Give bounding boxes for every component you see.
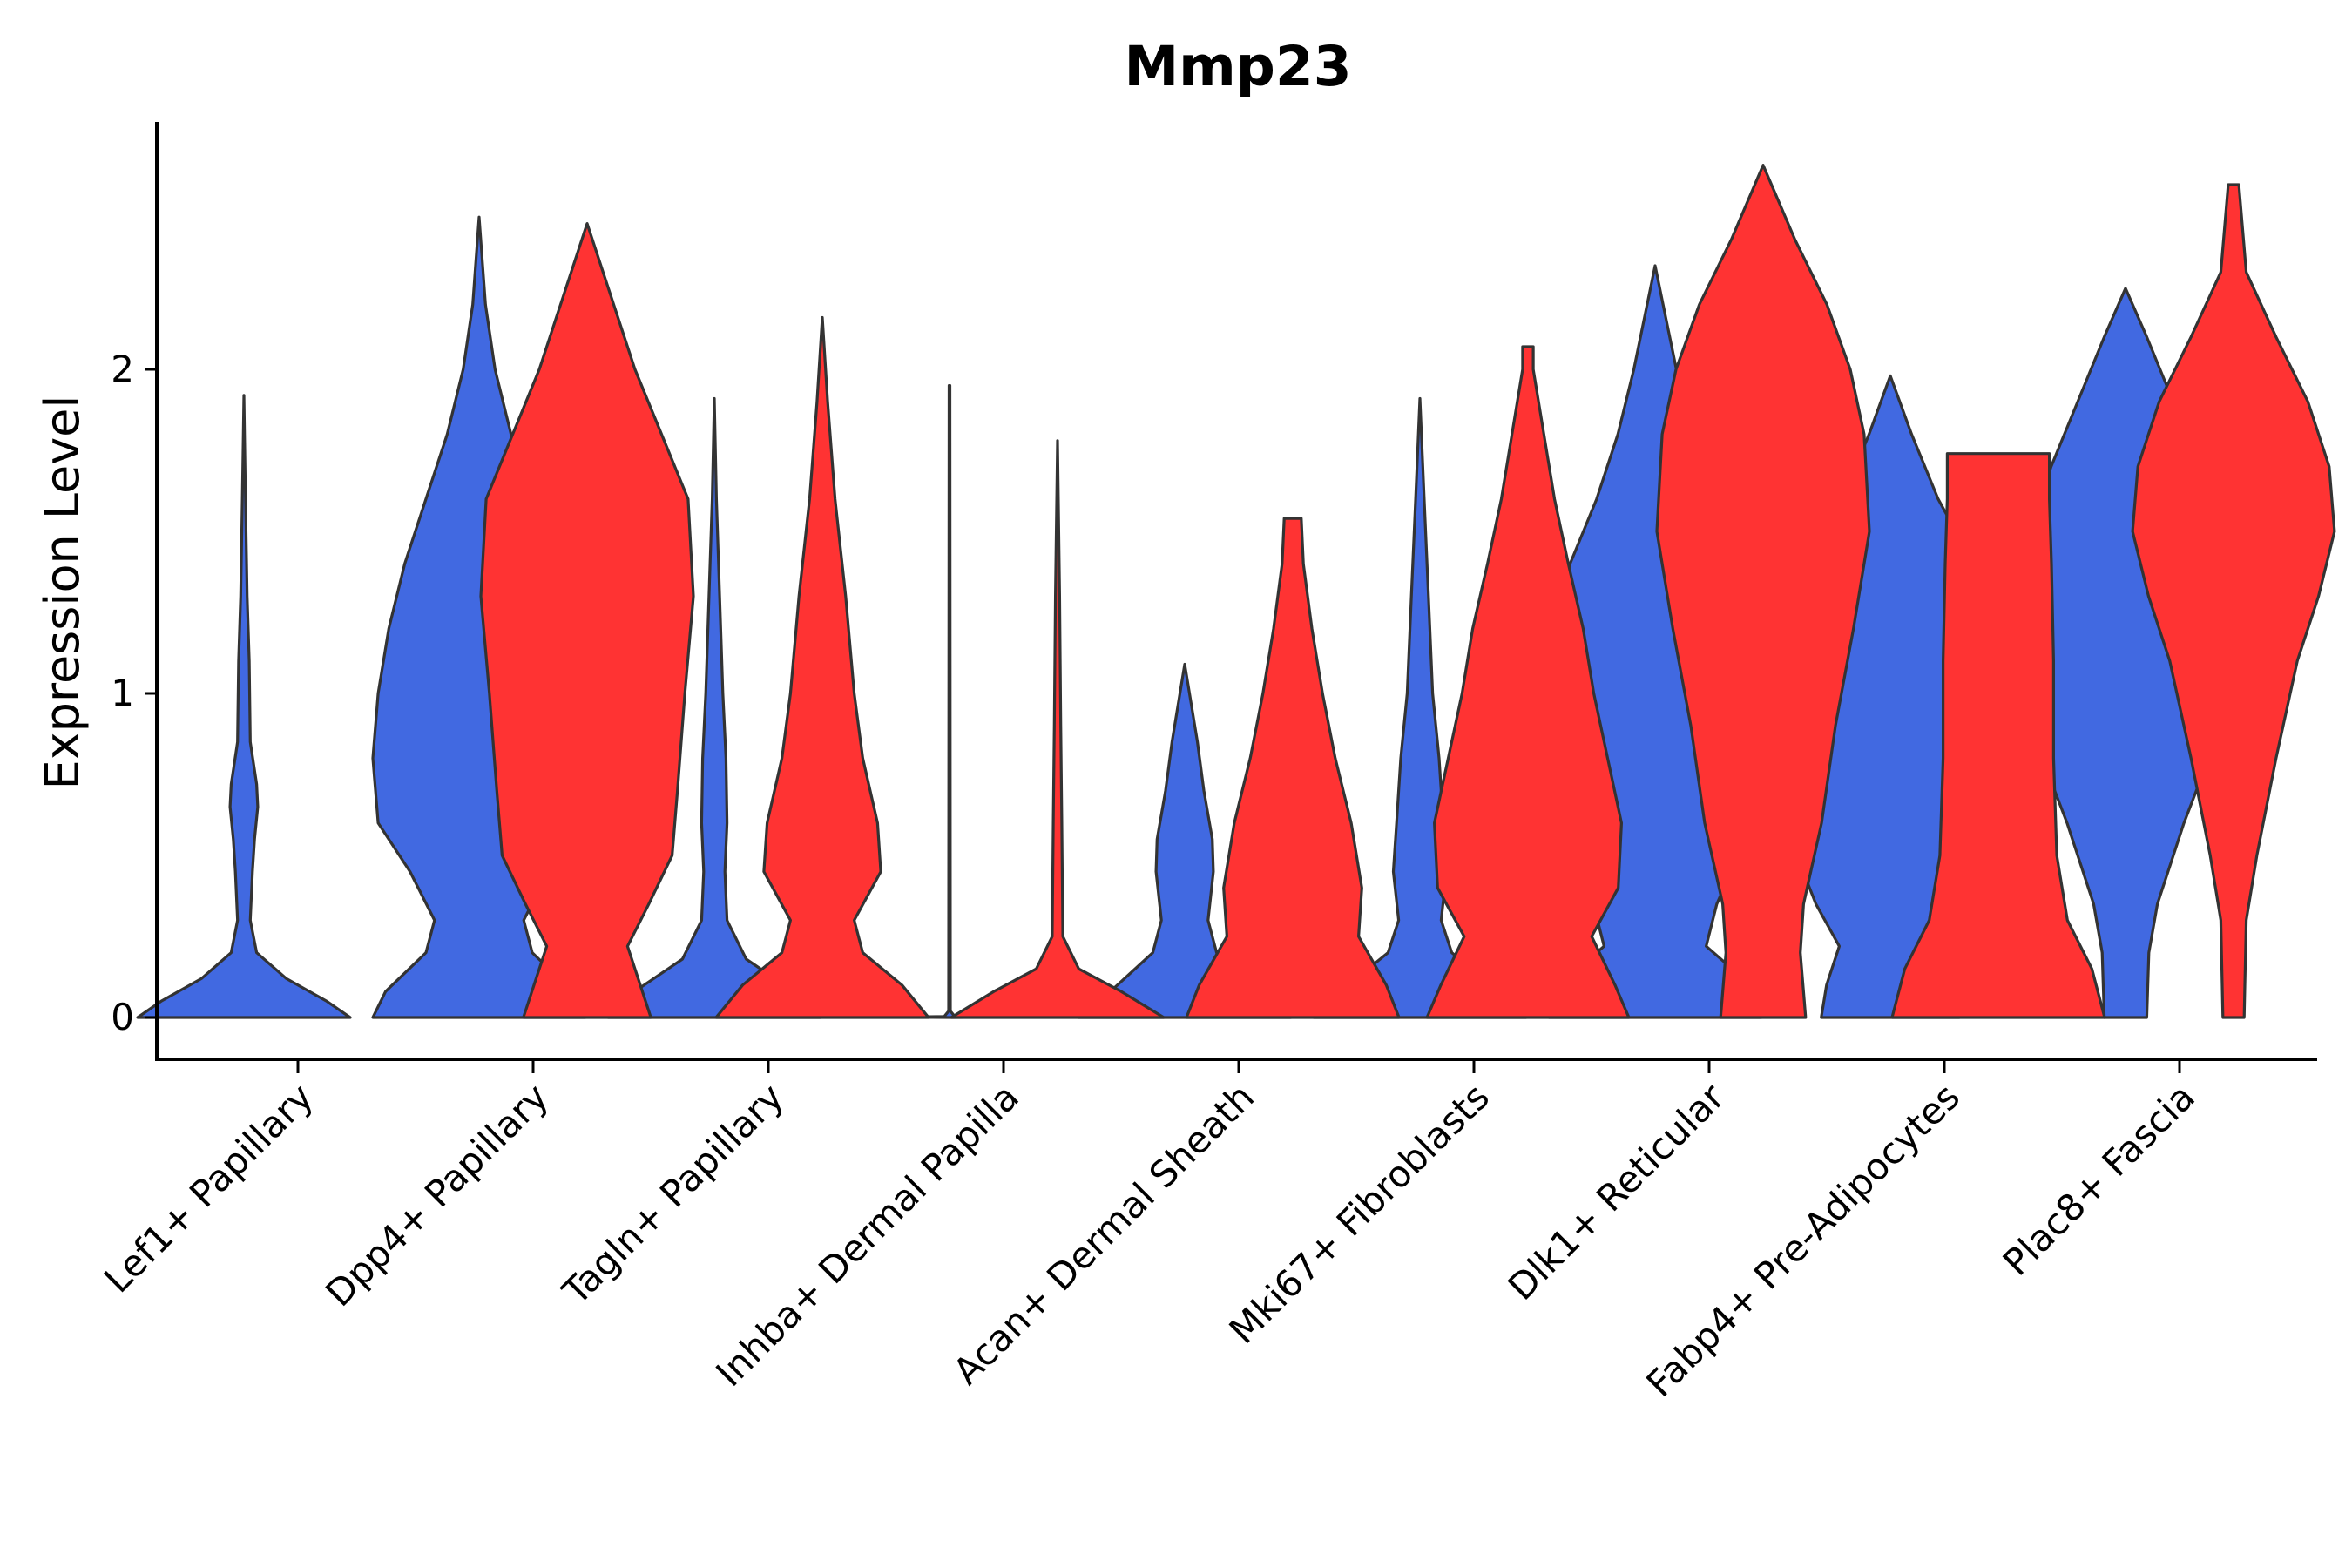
x-tick-label-lef1-papillary: Lef1+ Papillary	[96, 1075, 321, 1301]
violin-inhba-dermal-papilla-group-2	[950, 439, 1166, 1019]
y-axis-label: Expression Level	[35, 395, 90, 790]
chart-title: Mmp23	[1124, 35, 1351, 98]
x-tick-label-dlk1-reticular: Dlk1+ Reticular	[1500, 1075, 1734, 1308]
x-tick-label-dpp4-papillary: Dpp4+ Papillary	[317, 1075, 557, 1315]
violin-acan-dermal-sheath-group-2	[1185, 517, 1401, 1019]
y-tick-label: 0	[111, 996, 134, 1038]
y-axis-ticks: 0 1 2	[111, 348, 157, 1038]
violin-fabp4-pre-adipocytes-group-2	[1890, 452, 2106, 1019]
y-tick-label: 2	[111, 348, 134, 390]
violin-dpp4-papillary-group-2	[479, 222, 695, 1019]
violin-tagln-papillary-group-2	[714, 315, 930, 1019]
violin-dlk1-reticular-group-2	[1655, 164, 1871, 1019]
violin-tagln-papillary-group-1	[606, 396, 822, 1019]
x-tick-label-mki67-fibroblasts: Mki67+ Fibroblasts	[1221, 1075, 1497, 1351]
x-tick-label-plac8-fascia: Plac8+ Fascia	[1995, 1075, 2203, 1283]
violin-acan-dermal-sheath-group-1	[1077, 662, 1293, 1019]
y-tick-label: 1	[111, 672, 134, 714]
x-tick-label-tagln-papillary: Tagln+ Papillary	[554, 1075, 792, 1313]
violin-plac8-fascia-group-2	[2131, 183, 2336, 1019]
violin-mki67-fibroblasts-group-2	[1425, 345, 1631, 1019]
violin-lef1-papillary-group-1	[136, 394, 352, 1019]
violin-layer	[136, 164, 2336, 1019]
violin-inhba-dermal-papilla-group-1	[895, 384, 1004, 1019]
